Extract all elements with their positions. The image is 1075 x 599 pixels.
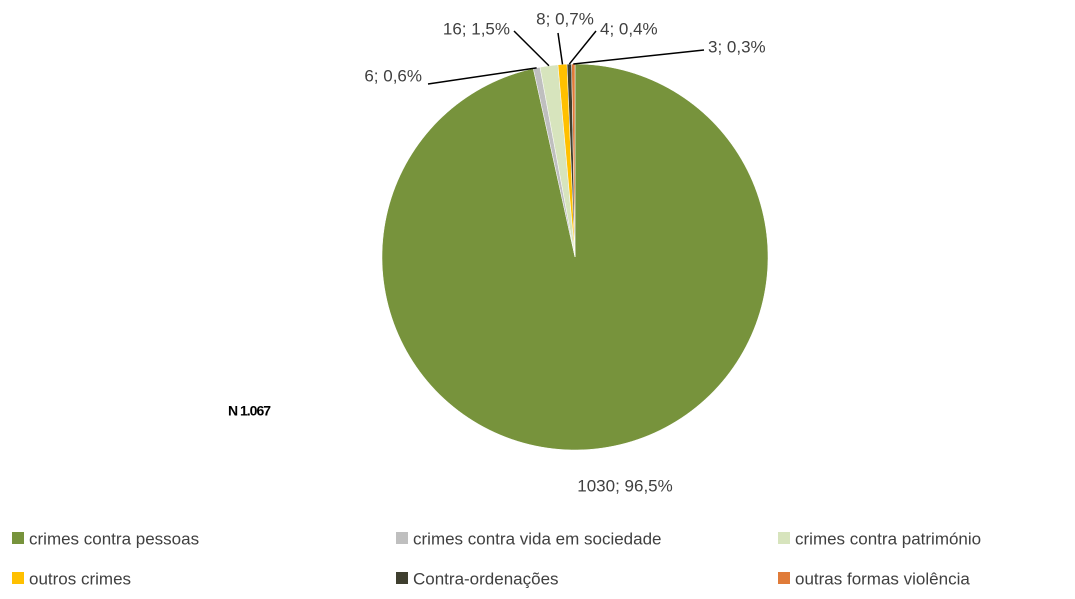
legend-swatch <box>12 532 24 544</box>
leader-line <box>557 32 564 65</box>
legend-swatch <box>778 572 790 584</box>
legend-label: outras formas violência <box>795 569 970 588</box>
data-label: 8; 0,7% <box>536 9 594 28</box>
legend-label: crimes contra património <box>795 529 981 548</box>
legend-swatch <box>778 532 790 544</box>
annotation: N 1.067 <box>228 403 271 419</box>
leader-line <box>427 67 537 85</box>
data-label: 3; 0,3% <box>708 37 766 56</box>
legend-swatch <box>396 532 408 544</box>
legend-swatch <box>396 572 408 584</box>
data-label: 4; 0,4% <box>600 19 658 38</box>
leader-line <box>513 30 550 67</box>
leader-line <box>568 30 597 65</box>
legend-label: Contra-ordenações <box>413 569 559 588</box>
data-label: 6; 0,6% <box>364 66 422 85</box>
data-label: 1030; 96,5% <box>577 476 672 495</box>
legend-label: crimes contra pessoas <box>29 529 199 548</box>
leader-line <box>573 49 705 65</box>
legend-label: crimes contra vida em sociedade <box>413 529 662 548</box>
legend-label: outros crimes <box>29 569 131 588</box>
legend-swatch <box>12 572 24 584</box>
data-label: 16; 1,5% <box>443 19 510 38</box>
